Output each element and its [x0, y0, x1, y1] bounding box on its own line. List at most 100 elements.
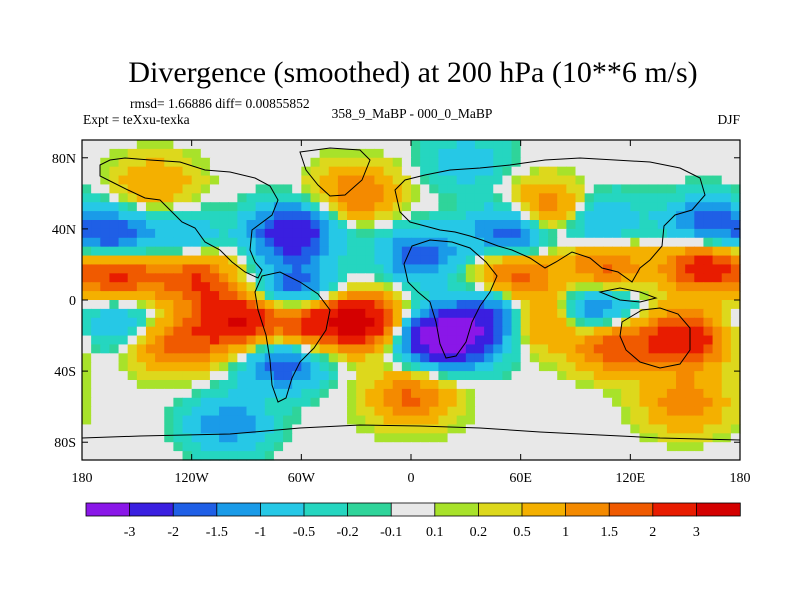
heatmap-cell [429, 308, 440, 319]
heatmap-cell [255, 362, 266, 372]
heatmap-cell [283, 228, 293, 239]
heatmap-cell [484, 202, 494, 212]
heatmap-cell [529, 220, 540, 230]
heatmap-cell [173, 282, 184, 292]
heatmap-cell [173, 362, 184, 372]
heatmap-cell [283, 282, 293, 292]
heatmap-cell [109, 388, 120, 399]
heatmap-cell [639, 388, 650, 399]
heatmap-cell [118, 264, 129, 274]
heatmap-cell [657, 388, 668, 399]
heatmap-cell [328, 157, 339, 168]
heatmap-cell [173, 335, 184, 346]
heatmap-cell [456, 273, 467, 283]
heatmap-cell [319, 442, 330, 452]
heatmap-cell [82, 362, 92, 372]
heatmap-cell [465, 415, 476, 426]
heatmap-cell [82, 148, 92, 159]
heatmap-cell [328, 175, 339, 186]
heatmap-cell [127, 344, 138, 354]
heatmap-cell [255, 291, 266, 301]
heatmap-cell [602, 220, 613, 230]
heatmap-cell [538, 353, 549, 363]
heatmap-cell [292, 380, 302, 390]
heatmap-cell [548, 193, 558, 203]
heatmap-cell [401, 148, 412, 159]
heatmap-cell [264, 228, 275, 239]
colorbar-labels: -3 -2 -1.5 -1 -0.5 -0.2 -0.1 0.1 0.2 0.5 1 1.5 2 3 [124, 525, 700, 540]
maritime-islands-outline [598, 287, 658, 303]
heatmap-cell [520, 451, 531, 461]
heatmap-cell [356, 282, 366, 292]
heatmap-cell [493, 273, 503, 283]
heatmap-cell [145, 220, 156, 230]
heatmap-cell [502, 211, 513, 221]
heatmap-cell [337, 273, 348, 283]
heatmap-cell [365, 157, 376, 168]
heatmap-cell [392, 184, 403, 194]
heatmap-cell [347, 442, 357, 452]
heatmap-cell [145, 326, 156, 337]
heatmap-cell [502, 193, 513, 203]
heatmap-cell [493, 415, 503, 426]
heatmap-cell [82, 300, 92, 310]
heatmap-cell [228, 415, 238, 426]
heatmap-cell [283, 157, 293, 168]
heatmap-cell [694, 397, 705, 408]
heatmap-cell [694, 255, 705, 266]
heatmap-cell [648, 291, 659, 301]
heatmap-cell [456, 211, 467, 221]
heatmap-cell [209, 326, 220, 337]
heatmap-cell [237, 415, 248, 426]
heatmap-cell [484, 380, 494, 390]
heatmap-cell [319, 237, 330, 248]
heatmap-cell [347, 157, 357, 168]
heatmap-cell [264, 193, 275, 203]
heatmap-cell [191, 433, 202, 443]
heatmap-cell [584, 380, 595, 390]
heatmap-cell [538, 228, 549, 239]
heatmap-cell [136, 237, 147, 248]
heatmap-cell [237, 166, 248, 177]
heatmap-cell [493, 264, 503, 274]
heatmap-cell [493, 353, 503, 363]
heatmap-cell [155, 388, 165, 399]
heatmap-cell [91, 140, 101, 150]
heatmap-cell [557, 344, 567, 354]
heatmap-cell [520, 220, 531, 230]
heatmap-cell [155, 371, 165, 381]
heatmap-cell [365, 140, 376, 150]
heatmap-cell [438, 415, 449, 426]
heatmap-cell [411, 451, 421, 461]
heatmap-cell [264, 415, 275, 426]
heatmap-cell [593, 202, 604, 212]
heatmap-cell [100, 175, 111, 186]
heatmap-cell [465, 273, 476, 283]
heatmap-cell [694, 264, 705, 274]
heatmap-cell [657, 291, 668, 301]
heatmap-cell [493, 344, 503, 354]
heatmap-cell [612, 166, 622, 177]
heatmap-cell [246, 300, 257, 310]
heatmap-cell [273, 415, 284, 426]
heatmap-cell [584, 335, 595, 346]
heatmap-cell [666, 371, 677, 381]
heatmap-cell [548, 202, 558, 212]
heatmap-cell [666, 282, 677, 292]
heatmap-cell [584, 157, 595, 168]
heatmap-cell [328, 433, 339, 443]
heatmap-cell [557, 353, 567, 363]
heatmap-cell [474, 433, 485, 443]
heatmap-cell [173, 344, 184, 354]
heatmap-cell [648, 211, 659, 221]
heatmap-cell [511, 388, 522, 399]
heatmap-cell [648, 282, 659, 292]
heatmap-cell [676, 326, 686, 337]
heatmap-cell [374, 335, 385, 346]
heatmap-cell [474, 415, 485, 426]
heatmap-cell [337, 433, 348, 443]
heatmap-cell [191, 237, 202, 248]
heatmap-cell [255, 166, 266, 177]
heatmap-cell [612, 406, 622, 417]
heatmap-cell [228, 397, 238, 408]
